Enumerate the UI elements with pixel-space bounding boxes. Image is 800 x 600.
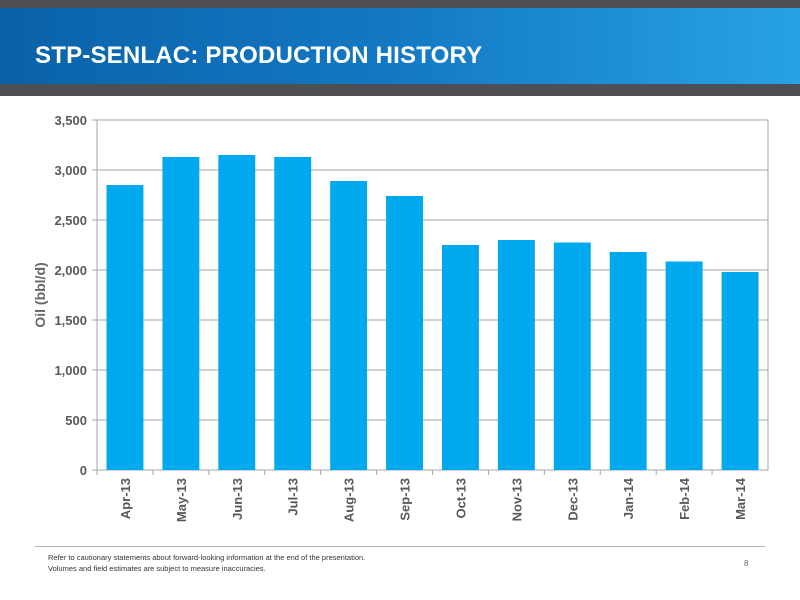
bar-may-13 <box>162 157 200 470</box>
bar-sep-13 <box>386 196 423 470</box>
grid-lines <box>92 119 769 475</box>
y-tick-label: 500 <box>65 413 87 428</box>
y-tick-label: 1,500 <box>54 313 87 328</box>
bar-aug-13 <box>330 181 368 470</box>
bar-apr-13 <box>106 185 144 470</box>
bar-mar-14 <box>721 272 759 470</box>
y-tick-label: 2,000 <box>54 263 87 278</box>
bar-feb-14 <box>665 261 703 470</box>
x-tick-label: May-13 <box>174 478 189 522</box>
bar-jan-14 <box>609 252 647 470</box>
y-tick-label: 0 <box>80 463 87 478</box>
footnote-cautionary: Refer to cautionary statements about for… <box>48 553 366 562</box>
x-tick-label: Mar-14 <box>733 477 748 520</box>
x-tick-label: Dec-13 <box>565 478 580 521</box>
x-tick-label: Apr-13 <box>118 478 133 519</box>
production-bar-chart: 0 500 1,000 1,500 2,000 2,500 3,000 3,500 Apr-1… <box>32 113 769 522</box>
slide-title: STP-SENLAC: PRODUCTION HISTORY <box>35 42 483 69</box>
bar-dec-13 <box>553 242 591 470</box>
y-tick-label: 1,000 <box>54 363 87 378</box>
y-axis-label: Oil (bbl/d) <box>32 262 48 327</box>
title-bottom-strip <box>0 84 800 96</box>
x-tick-label: Sep-13 <box>398 478 413 521</box>
bar-nov-13 <box>497 240 535 470</box>
x-axis-ticks: Apr-13 May-13 Jun-13 Jul-13 Aug-13 Sep-13 Oct-… <box>118 477 748 522</box>
bars <box>106 155 759 470</box>
top-strip <box>0 0 800 8</box>
x-tick-label: Oct-13 <box>453 478 468 518</box>
x-tick-label: Jun-13 <box>230 478 245 520</box>
y-tick-label: 3,500 <box>54 113 87 128</box>
title-band: STP-SENLAC: PRODUCTION HISTORY <box>0 8 800 84</box>
x-tick-label: Aug-13 <box>342 478 357 522</box>
x-tick-label: Feb-14 <box>677 477 692 520</box>
bar-jun-13 <box>218 155 256 470</box>
footnote-volumes: Volumes and field estimates are subject … <box>48 564 266 573</box>
x-tick-label: Jul-13 <box>286 478 301 516</box>
bar-jul-13 <box>274 157 312 470</box>
x-tick-label: Nov-13 <box>509 478 524 521</box>
y-axis-ticks: 0 500 1,000 1,500 2,000 2,500 3,000 3,500 <box>54 113 87 478</box>
bar-oct-13 <box>442 245 479 470</box>
y-tick-label: 2,500 <box>54 213 87 228</box>
y-tick-label: 3,000 <box>54 163 87 178</box>
footer-divider <box>35 546 765 547</box>
page-number: 8 <box>744 559 749 568</box>
x-tick-label: Jan-14 <box>621 477 636 519</box>
